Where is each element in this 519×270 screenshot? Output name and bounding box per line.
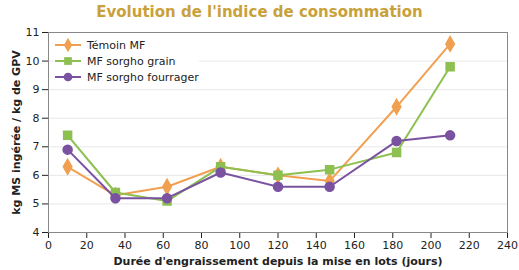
svg-text:9: 9	[33, 83, 40, 96]
svg-text:120: 120	[268, 239, 289, 252]
svg-text:60: 60	[156, 239, 170, 252]
svg-text:Durée d'engraissement depuis l: Durée d'engraissement depuis la mise en …	[113, 255, 442, 268]
svg-text:180: 180	[382, 239, 403, 252]
html-text:Evolution de l'indice de conso: Evolution de l'indice de consommation	[96, 3, 423, 21]
svg-text:6: 6	[33, 169, 40, 182]
svg-text:80: 80	[195, 239, 209, 252]
svg-text:10: 10	[26, 55, 40, 68]
svg-text:160: 160	[344, 239, 365, 252]
svg-text:20: 20	[80, 239, 94, 252]
svg-text:140: 140	[306, 239, 327, 252]
svg-text:0: 0	[45, 239, 52, 252]
svg-text:7: 7	[33, 140, 40, 153]
svg-text:kg MS ingérée / kg de GPV: kg MS ingérée / kg de GPV	[10, 50, 23, 215]
svg-text:5: 5	[33, 197, 40, 210]
svg-text:8: 8	[33, 112, 40, 125]
html-text:MF sorgho grain: MF sorgho grain	[87, 54, 176, 68]
svg-text:4: 4	[33, 226, 40, 239]
svg-text:240: 240	[497, 239, 518, 252]
html-text:MF sorgho fourrager: MF sorgho fourrager	[87, 70, 199, 84]
html-text:Témoin MF: Témoin MF	[87, 38, 146, 52]
svg-text:40: 40	[118, 239, 132, 252]
svg-text:100: 100	[229, 239, 250, 252]
svg-text:200: 200	[421, 239, 442, 252]
svg-text:11: 11	[26, 26, 40, 39]
svg-text:220: 220	[459, 239, 480, 252]
